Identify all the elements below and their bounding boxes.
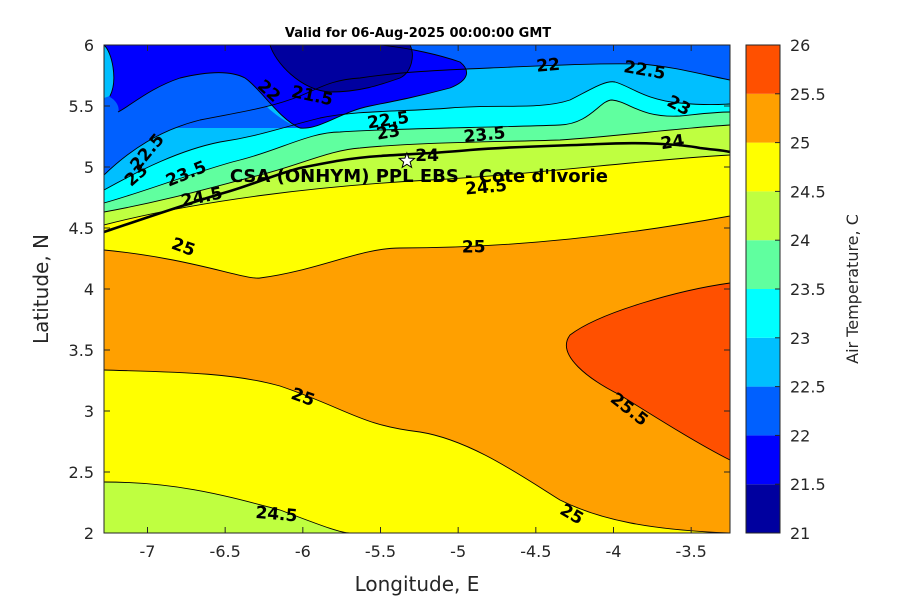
contour-line — [104, 63, 730, 176]
contour-fill — [104, 45, 730, 533]
contour-line — [104, 81, 730, 191]
colorbar-tick-label: 21 — [790, 524, 810, 543]
station-star-icon — [397, 151, 416, 169]
colorbar-tick-label: 22.5 — [790, 378, 826, 397]
band-24-south — [104, 482, 350, 533]
contour-line — [565, 282, 730, 461]
x-tick-label: -3.5 — [676, 542, 707, 561]
y-axis-label: Latitude, N — [29, 234, 53, 344]
x-tick-label: -4 — [606, 542, 622, 561]
colorbar-tick-label: 22 — [790, 426, 810, 445]
colorbar-swatch — [746, 435, 780, 485]
contour-label: 22 — [536, 55, 561, 77]
y-tick-label: 5.5 — [69, 97, 94, 116]
colorbar-swatch — [746, 289, 780, 338]
contour-line — [104, 99, 730, 204]
x-tick-label: -5 — [450, 542, 466, 561]
colorbar-tick-label: 25.5 — [790, 85, 826, 104]
x-axis: -7 -6.5 -6 -5.5 -5 -4.5 -4 -3.5 — [140, 45, 707, 561]
contour-line — [104, 154, 730, 226]
y-tick-label: 2 — [84, 524, 94, 543]
x-tick-label: -4.5 — [520, 542, 551, 561]
y-tick-label: 4 — [84, 280, 94, 299]
colorbar-frame — [745, 44, 781, 534]
station-marker-layer: CSA (ONHYM) PPL EBS - Cote d'Ivorie — [230, 151, 608, 187]
contour-label: 25 — [462, 238, 486, 258]
colorbar-label: Air Temperature, C — [843, 214, 862, 364]
contour-line — [104, 369, 730, 533]
band-25-5 — [566, 283, 730, 460]
x-tick-label: -6.5 — [210, 542, 241, 561]
y-tick-label: 3 — [84, 402, 94, 421]
y-tick-label: 3.5 — [69, 341, 94, 360]
contour-line — [117, 45, 467, 129]
x-axis-label: Longitude, E — [355, 572, 480, 596]
y-tick-label: 4.5 — [69, 219, 94, 238]
colorbar-swatch — [746, 240, 780, 289]
contour-label: 24 — [415, 146, 439, 166]
coastline — [104, 141, 730, 234]
contour-label: 23 — [375, 121, 402, 145]
station-label: CSA (ONHYM) PPL EBS - Cote d'Ivorie — [230, 166, 608, 187]
y-tick-label: 5 — [84, 158, 94, 177]
colorbar-tick-label: 21.5 — [790, 475, 826, 494]
y-axis: 2 2.5 3 3.5 4 4.5 5 5.5 6 — [69, 36, 730, 543]
x-tick-label: -7 — [140, 542, 156, 561]
y-tick-label: 6 — [84, 36, 94, 55]
band-22-5-west — [104, 45, 114, 98]
colorbar-swatch — [746, 45, 780, 94]
contour-line — [104, 124, 730, 213]
colorbar-tick-label: 24.5 — [790, 182, 826, 201]
colorbar-tick-label: 25 — [790, 134, 810, 153]
contour-label: 24 — [659, 131, 685, 154]
colorbar-swatch — [746, 191, 780, 241]
colorbar-tick-label: 26 — [790, 36, 810, 55]
contour-line — [269, 45, 413, 93]
contour-label: 24.5 — [464, 176, 508, 200]
contour-line — [104, 481, 351, 533]
band-21 — [270, 45, 413, 92]
x-tick-label: -6 — [295, 542, 311, 561]
contour-label: 24.5 — [255, 503, 299, 527]
x-tick-label: -5.5 — [365, 542, 396, 561]
colorbar-tick-label: 23 — [790, 329, 810, 348]
y-tick-label: 2.5 — [69, 463, 94, 482]
colorbar: 21 21.5 22 22.5 23 23.5 24 24.5 25 25.5 26 — [746, 36, 826, 543]
contour-label: 23.5 — [463, 123, 507, 147]
contour-lines — [104, 45, 730, 533]
colorbar-swatch — [746, 93, 780, 143]
colorbar-swatch — [746, 337, 780, 387]
colorbar-tick-label: 24 — [790, 231, 810, 250]
colorbar-tick-label: 23.5 — [790, 280, 826, 299]
contour-line — [104, 45, 115, 97]
colorbar-swatch — [746, 386, 780, 436]
colorbar-swatch — [746, 142, 780, 192]
band-24-5-south — [104, 370, 730, 533]
chart-title: Valid for 06-Aug-2025 00:00:00 GMT — [285, 26, 551, 41]
contour-line — [104, 215, 730, 279]
band-22-west — [104, 48, 300, 128]
colorbar-swatch — [746, 484, 780, 533]
